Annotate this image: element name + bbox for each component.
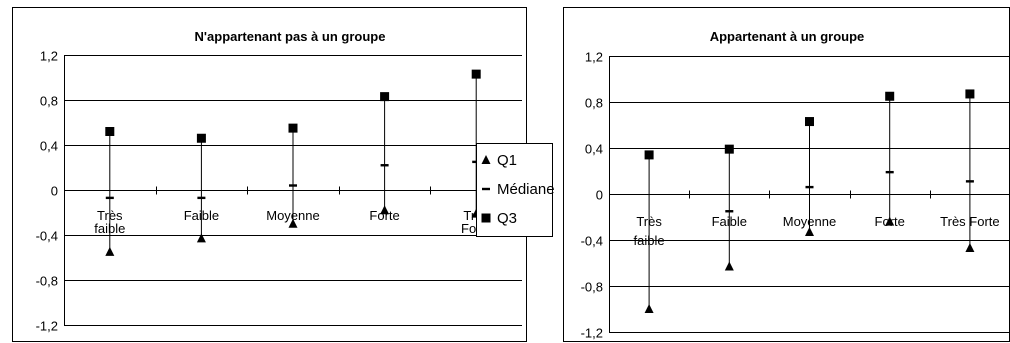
y-tick-label: 1,2 — [40, 49, 58, 64]
legend-label: Q3 — [497, 210, 517, 227]
q3-point — [885, 91, 895, 101]
median-point — [725, 210, 734, 213]
legend-square-icon — [481, 213, 491, 223]
y-tick-label: 0,4 — [40, 139, 58, 154]
q3-point — [471, 69, 481, 79]
q1-point — [805, 226, 814, 236]
y-tick-label: 0 — [596, 188, 603, 203]
q1-point — [288, 218, 298, 228]
chart-title: Appartenant à un groupe — [710, 29, 865, 44]
q1-point — [724, 261, 734, 271]
q1-point — [105, 246, 115, 256]
q1-point — [196, 233, 206, 243]
y-tick-label: -1,2 — [581, 326, 603, 341]
y-tick-label: -0,8 — [581, 280, 603, 295]
legend-triangle-icon — [481, 155, 491, 164]
median-point — [805, 185, 814, 189]
y-tick-label: -0,4 — [581, 234, 603, 249]
median-point — [965, 180, 974, 183]
y-tick-label: -0,4 — [36, 229, 58, 244]
median-point — [885, 170, 894, 174]
y-tick-label: 0,4 — [585, 142, 603, 157]
q1-point — [965, 243, 975, 253]
y-tick-label: -1,2 — [36, 319, 58, 334]
category-label: Forte — [369, 208, 399, 223]
q1-point — [644, 304, 654, 313]
chart-frame — [12, 7, 527, 342]
y-tick-label: 0 — [51, 184, 58, 199]
q1-point — [380, 205, 390, 215]
legend-label: Q1 — [497, 152, 517, 169]
q3-point — [724, 144, 734, 154]
q3-point — [380, 92, 390, 102]
median-point — [105, 196, 114, 200]
median-point — [380, 164, 389, 167]
q3-point — [965, 89, 975, 99]
y-tick-label: 1,2 — [585, 50, 603, 65]
q3-point — [196, 133, 206, 143]
chart-title: N'appartenant pas à un groupe — [195, 29, 386, 44]
q3-point — [288, 123, 298, 133]
chart-panel-1: N'appartenant pas à un groupe 1,2 0,8 0,4 0 -… — [12, 7, 527, 342]
y-tick-label: -0,8 — [36, 274, 58, 289]
legend: Q1 Médiane Q3 — [476, 143, 555, 237]
q1-point — [885, 216, 895, 226]
q3-point — [805, 117, 814, 127]
chart-panel-2: Appartenant à un groupe 1,2 0,8 0,4 0 -0,4 -0,… — [563, 7, 1010, 342]
median-point — [289, 184, 297, 187]
y-tick-label: 0,8 — [40, 94, 58, 109]
legend-label: Médiane — [497, 181, 555, 198]
chart-frame — [563, 7, 1010, 342]
legend-dash-icon — [482, 187, 490, 191]
q3-point — [644, 150, 654, 160]
y-tick-label: 0,8 — [585, 96, 603, 111]
q3-point — [105, 127, 115, 136]
median-point — [197, 196, 206, 200]
